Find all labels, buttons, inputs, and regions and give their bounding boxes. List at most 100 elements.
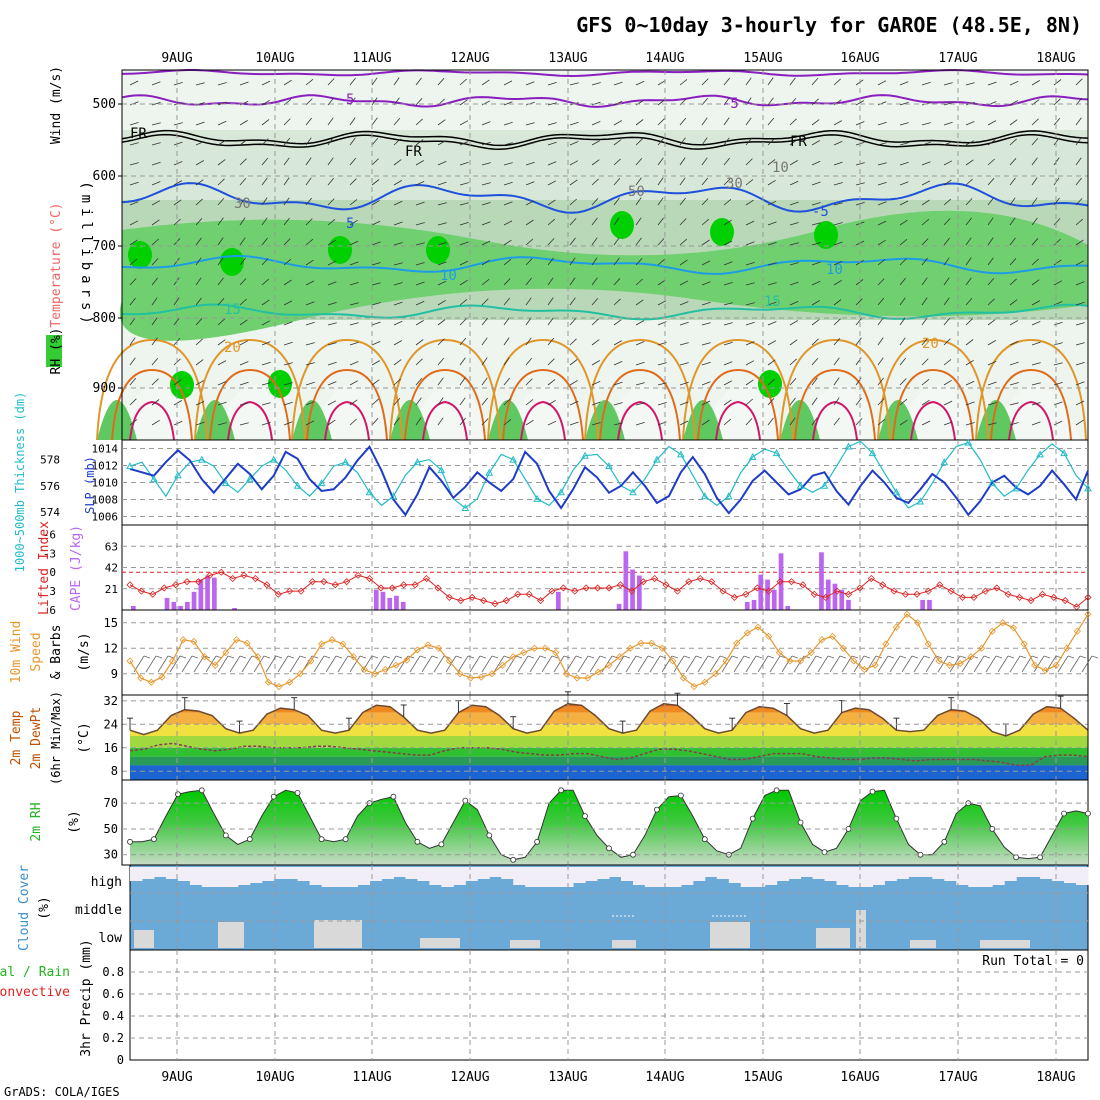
wind-barb	[525, 378, 533, 386]
rh2m-point	[127, 838, 133, 845]
wind-barb	[921, 420, 931, 426]
wind-barb	[283, 362, 293, 366]
contour-label: 10	[826, 262, 843, 278]
li-point	[685, 578, 693, 586]
wind-barb	[745, 179, 754, 186]
wind-barb	[965, 380, 975, 386]
li-point	[981, 587, 989, 595]
wind10m-barb	[553, 655, 565, 673]
rh2m-point	[678, 792, 684, 799]
wind-barb	[371, 199, 380, 206]
rh2m-grid	[122, 780, 1088, 865]
li-point	[616, 581, 624, 589]
wind-barb	[481, 397, 489, 406]
rh-patch	[710, 218, 734, 246]
isotherm-30	[812, 400, 858, 441]
wind-barb	[921, 81, 931, 86]
wind10m-point	[456, 670, 464, 678]
wind-barb	[283, 177, 290, 186]
wind-barb	[195, 160, 204, 166]
cape-bar	[758, 574, 764, 610]
wind-barb	[679, 238, 688, 246]
wind-barb	[723, 77, 731, 86]
cape-bar	[623, 551, 629, 610]
wind-barb	[965, 121, 975, 126]
wind-barb	[635, 237, 642, 246]
rh2m-tick: 30	[104, 848, 118, 862]
contour-label: 10	[772, 160, 789, 176]
wind10m-barb	[697, 655, 709, 673]
li-point	[1038, 590, 1046, 598]
wind-barb	[987, 257, 994, 266]
wind-barb	[1075, 301, 1085, 306]
wind-barb	[415, 300, 425, 306]
wind-barb	[217, 257, 224, 266]
wind-barb	[965, 359, 974, 366]
wind10m-point	[552, 648, 560, 657]
wind-barb	[327, 381, 337, 386]
wind-barb	[965, 297, 973, 306]
wind-barb	[173, 218, 181, 226]
wind10m-point	[860, 665, 869, 674]
wind-barb	[283, 157, 290, 166]
wind-barb	[943, 218, 951, 226]
wind-barb	[239, 381, 249, 386]
li-point	[890, 587, 898, 595]
wind10m-point	[765, 632, 773, 640]
wind10m-barb-flag	[923, 655, 931, 659]
wind-barb	[635, 138, 643, 146]
wind-barb	[195, 82, 205, 86]
thickness-point	[1012, 484, 1020, 492]
wind-barb	[899, 398, 908, 406]
thickness-point	[533, 494, 541, 502]
wind-barb	[371, 77, 378, 86]
wind10m-point	[882, 640, 890, 648]
cloud-high-block	[956, 867, 969, 885]
wind-barb	[987, 197, 994, 206]
wind-barb	[767, 417, 774, 426]
wind10m-barb-flag	[959, 655, 967, 659]
cloud-high-block	[920, 867, 933, 877]
wind-barb	[151, 378, 159, 386]
wind-barb	[745, 77, 752, 86]
wind-barb	[503, 201, 513, 206]
wind10m-barb	[289, 655, 301, 673]
li-point	[468, 593, 476, 601]
wind10m-point	[328, 636, 336, 644]
wind-barb	[635, 341, 645, 346]
wind-barb	[1031, 137, 1039, 146]
wind-barb	[151, 219, 160, 226]
li-point	[571, 587, 579, 595]
wind-barb	[701, 342, 711, 346]
wind10m-barb	[805, 655, 817, 673]
wind-barb	[1075, 137, 1082, 146]
cloud-panel: high middle low Cloud Cover (%)	[17, 864, 1089, 951]
wind-barb	[899, 101, 909, 106]
wind-barb	[151, 419, 160, 426]
li-point	[742, 590, 750, 598]
li-point	[833, 587, 841, 595]
wind10m-point	[892, 623, 900, 631]
wind-barb	[833, 417, 840, 426]
rh2m-point	[1085, 810, 1091, 817]
wind10m-barb-flag	[623, 655, 631, 659]
wind-barb	[459, 182, 469, 186]
cloud-label: Cloud Cover	[17, 865, 32, 951]
wind-barb	[635, 177, 642, 186]
wind-barb	[547, 82, 557, 86]
wind-barb	[349, 157, 357, 166]
wind-barb	[129, 297, 136, 306]
li-point	[730, 593, 739, 601]
rh2m-ticks: 70 50 30	[104, 796, 118, 862]
wind10m-barb	[673, 655, 685, 673]
wind-barb	[151, 200, 161, 206]
wind-barb	[679, 401, 689, 406]
contour-label: FR	[790, 134, 807, 150]
cloud-high-block	[273, 867, 287, 879]
wind-barb	[591, 121, 601, 126]
wind10m-point	[243, 639, 251, 647]
thickness-point	[605, 462, 613, 470]
wind-barb	[305, 177, 312, 186]
cloud-low-block	[134, 930, 154, 948]
pressure-tick: 500	[93, 97, 116, 112]
